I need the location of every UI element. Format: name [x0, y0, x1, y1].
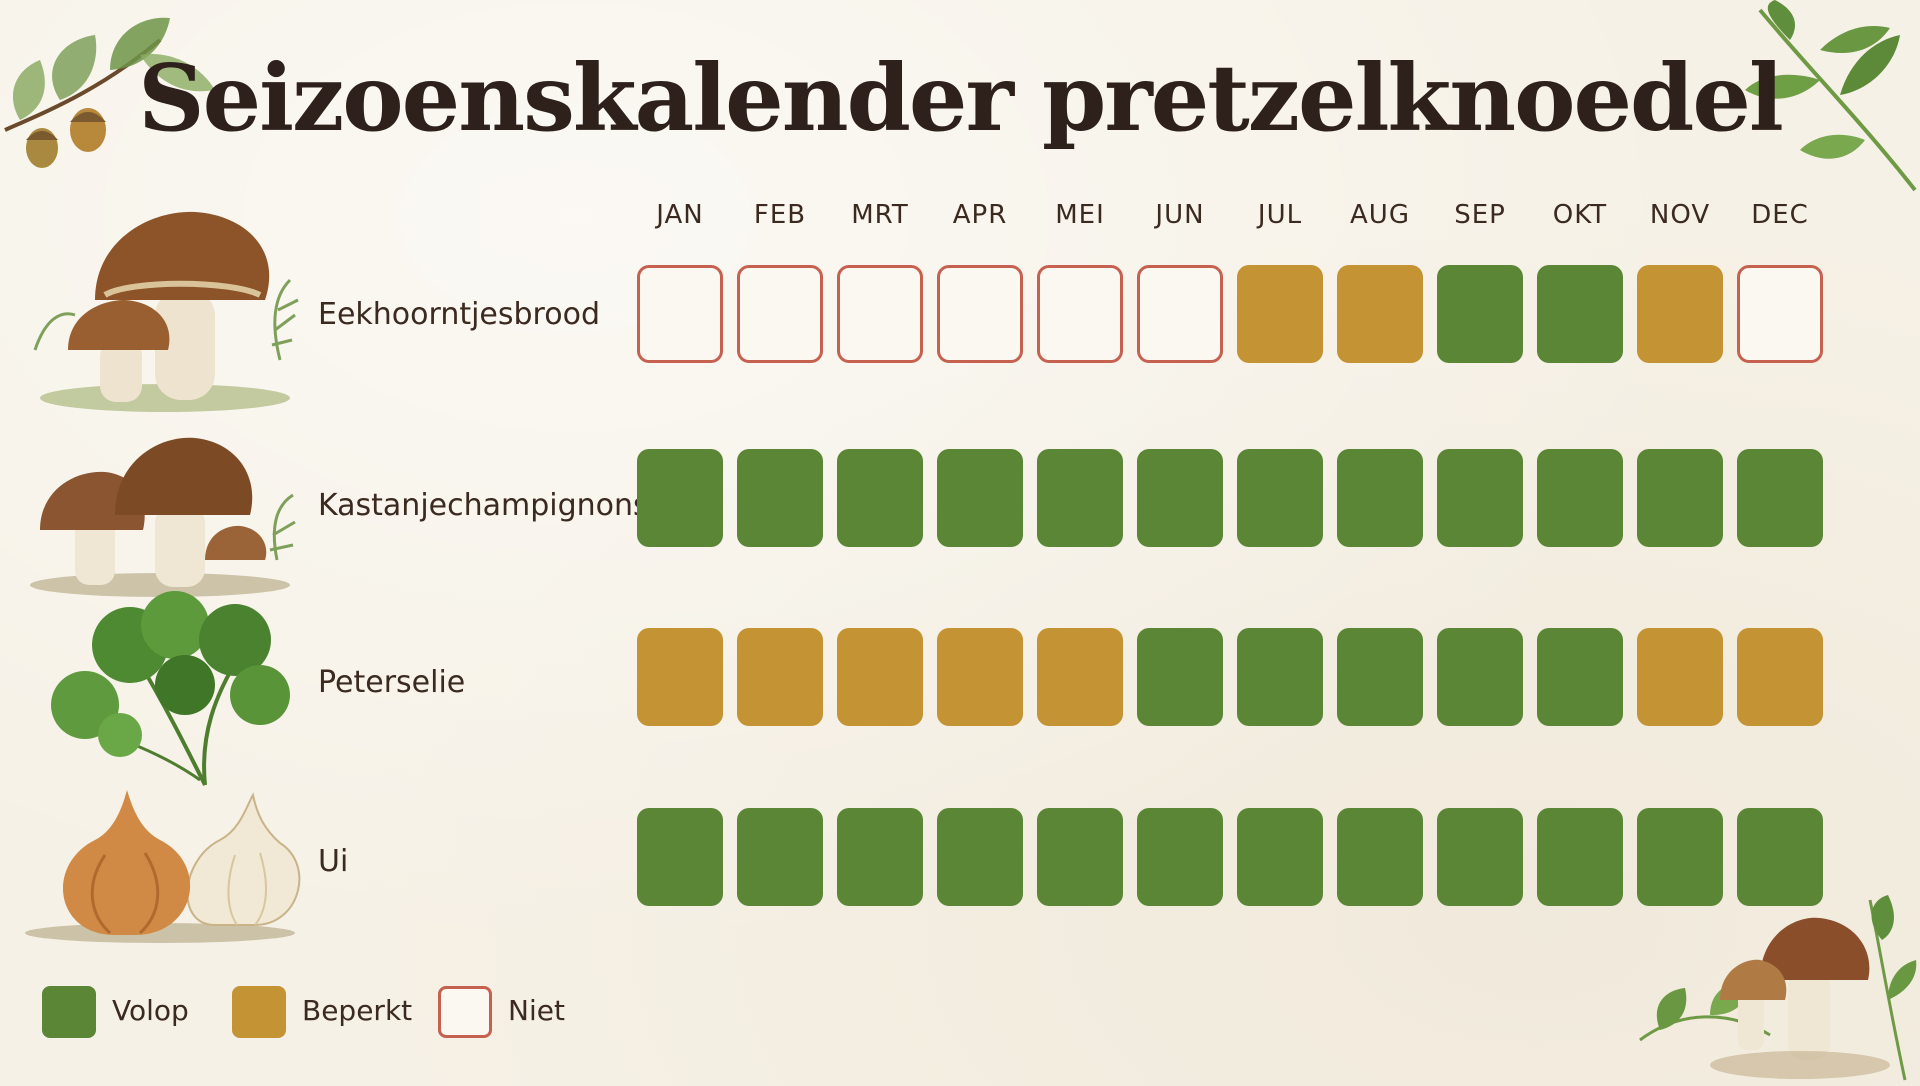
- cell-ui-jun-volop: [1137, 808, 1223, 906]
- month-label-dec: DEC: [1751, 200, 1809, 230]
- oak-leaf-acorn-icon: [4, 17, 215, 168]
- month-label-jan: JAN: [656, 200, 704, 230]
- month-label-aug: AUG: [1350, 200, 1410, 230]
- cell-eekhoorntjesbrood-apr-niet: [937, 265, 1023, 363]
- cell-eekhoorntjesbrood-jan-niet: [637, 265, 723, 363]
- cell-ui-aug-volop: [1337, 808, 1423, 906]
- cell-ui-mrt-volop: [837, 808, 923, 906]
- legend-label-beperkt: Beperkt: [302, 994, 413, 1027]
- cell-kastanjechampignons-feb-volop: [737, 449, 823, 547]
- cell-eekhoorntjesbrood-sep-volop: [1437, 265, 1523, 363]
- cell-eekhoorntjesbrood-mei-niet: [1037, 265, 1123, 363]
- month-label-sep: SEP: [1454, 200, 1506, 230]
- cell-peterselie-okt-volop: [1537, 628, 1623, 726]
- cell-ui-feb-volop: [737, 808, 823, 906]
- cell-eekhoorntjesbrood-dec-niet: [1737, 265, 1823, 363]
- cell-kastanjechampignons-mei-volop: [1037, 449, 1123, 547]
- month-label-apr: APR: [952, 200, 1008, 230]
- cell-peterselie-mei-beperkt: [1037, 628, 1123, 726]
- cell-eekhoorntjesbrood-jun-niet: [1137, 265, 1223, 363]
- legend-swatch-beperkt: [232, 986, 286, 1038]
- legend-label-niet: Niet: [508, 994, 565, 1027]
- legend-label-volop: Volop: [112, 994, 189, 1027]
- cell-peterselie-sep-volop: [1437, 628, 1523, 726]
- month-header-row: JAN FEB MRT APR MEI JUN JUL AUG SEP OKT NOV DEC: [0, 200, 1920, 240]
- cell-kastanjechampignons-jun-volop: [1137, 449, 1223, 547]
- row-label: Eekhoorntjesbrood: [318, 297, 600, 332]
- row-label: Kastanjechampignons: [318, 488, 649, 523]
- cell-eekhoorntjesbrood-jul-beperkt: [1237, 265, 1323, 363]
- cell-kastanjechampignons-sep-volop: [1437, 449, 1523, 547]
- row-label: Ui: [318, 844, 349, 879]
- cell-ui-nov-volop: [1637, 808, 1723, 906]
- cell-peterselie-nov-beperkt: [1637, 628, 1723, 726]
- cell-kastanjechampignons-jul-volop: [1237, 449, 1323, 547]
- cell-peterselie-dec-beperkt: [1737, 628, 1823, 726]
- cell-peterselie-feb-beperkt: [737, 628, 823, 726]
- cell-ui-mei-volop: [1037, 808, 1123, 906]
- month-label-mrt: MRT: [851, 200, 909, 230]
- month-label-okt: OKT: [1552, 200, 1608, 230]
- page-title: Seizoenskalender pretzelknoedel: [138, 44, 1784, 152]
- cell-ui-apr-volop: [937, 808, 1023, 906]
- cell-kastanjechampignons-dec-volop: [1737, 449, 1823, 547]
- cell-kastanjechampignons-apr-volop: [937, 449, 1023, 547]
- mushroom-parsley-icon: [1639, 895, 1917, 1081]
- legend-swatch-volop: [42, 986, 96, 1038]
- cell-peterselie-aug-volop: [1337, 628, 1423, 726]
- parsley-illustration: [51, 591, 290, 786]
- porcini-mushroom-illustration: [33, 211, 299, 412]
- chestnut-mushroom-illustration: [30, 437, 296, 597]
- cell-peterselie-apr-beperkt: [937, 628, 1023, 726]
- cell-peterselie-jun-volop: [1137, 628, 1223, 726]
- onion-illustration: [25, 790, 301, 943]
- month-label-mei: MEI: [1055, 200, 1105, 230]
- cell-kastanjechampignons-aug-volop: [1337, 449, 1423, 547]
- cell-kastanjechampignons-okt-volop: [1537, 449, 1623, 547]
- month-label-feb: FEB: [753, 200, 807, 230]
- cell-eekhoorntjesbrood-nov-beperkt: [1637, 265, 1723, 363]
- legend-swatch-niet: [438, 986, 492, 1038]
- parsley-sprig-icon: [1745, 0, 1917, 192]
- cell-peterselie-mrt-beperkt: [837, 628, 923, 726]
- cell-peterselie-jan-beperkt: [637, 628, 723, 726]
- month-label-jul: JUL: [1257, 200, 1303, 230]
- cell-eekhoorntjesbrood-okt-volop: [1537, 265, 1623, 363]
- cell-ui-okt-volop: [1537, 808, 1623, 906]
- month-label-jun: JUN: [1155, 200, 1205, 230]
- cell-kastanjechampignons-nov-volop: [1637, 449, 1723, 547]
- row-label: Peterselie: [318, 665, 466, 700]
- cell-eekhoorntjesbrood-feb-niet: [737, 265, 823, 363]
- cell-kastanjechampignons-jan-volop: [637, 449, 723, 547]
- cell-ui-sep-volop: [1437, 808, 1523, 906]
- month-label-nov: NOV: [1649, 200, 1711, 230]
- cell-ui-jul-volop: [1237, 808, 1323, 906]
- cell-ui-jan-volop: [637, 808, 723, 906]
- cell-peterselie-jul-volop: [1237, 628, 1323, 726]
- cell-eekhoorntjesbrood-aug-beperkt: [1337, 265, 1423, 363]
- cell-kastanjechampignons-mrt-volop: [837, 449, 923, 547]
- cell-ui-dec-volop: [1737, 808, 1823, 906]
- cell-eekhoorntjesbrood-mrt-niet: [837, 265, 923, 363]
